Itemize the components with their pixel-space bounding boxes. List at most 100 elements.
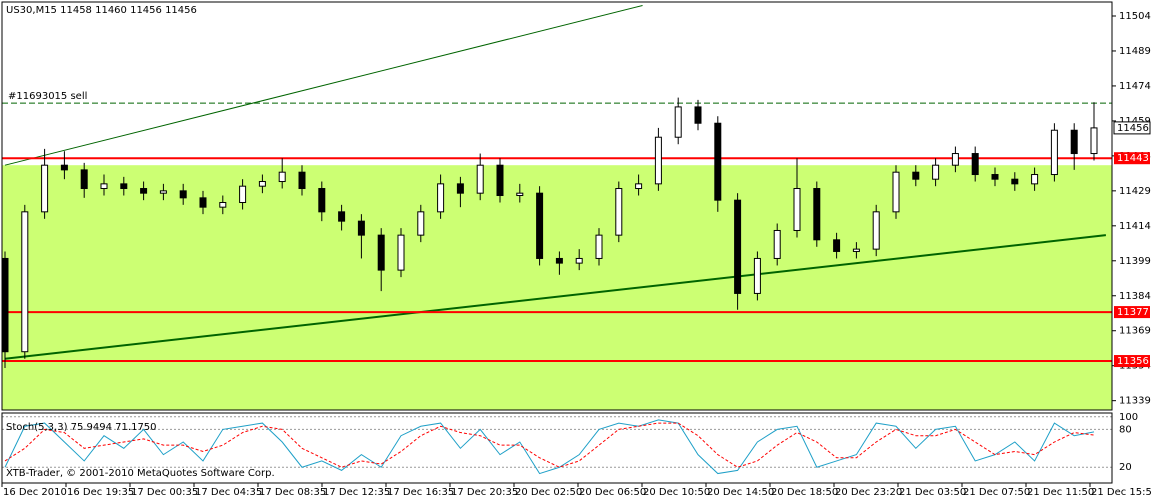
stoch-signal bbox=[4, 422, 1095, 468]
candle-body bbox=[179, 190, 187, 199]
candle-body bbox=[516, 192, 524, 197]
x-tick-label: 20 Dec 02:50 bbox=[515, 487, 582, 498]
level-label: 11377 bbox=[1117, 307, 1149, 318]
y-tick-label: 100 bbox=[1119, 412, 1138, 423]
candle-body bbox=[278, 171, 286, 183]
x-tick-label: 17 Dec 04:35 bbox=[195, 487, 262, 498]
candle-body bbox=[872, 211, 880, 250]
y-tick-label: 11429 bbox=[1119, 186, 1151, 197]
x-tick-label: 17 Dec 20:35 bbox=[451, 487, 518, 498]
candle-body bbox=[100, 183, 108, 190]
level-label: 11443 bbox=[1117, 153, 1149, 164]
x-tick-label: 16 Dec 2010 bbox=[3, 487, 67, 498]
candle-body bbox=[932, 164, 940, 180]
price-label: 11456 bbox=[1117, 123, 1149, 134]
candle-body bbox=[21, 211, 29, 353]
x-tick-label: 21 Dec 15:50 bbox=[1091, 487, 1152, 498]
candle-body bbox=[318, 188, 326, 213]
candle-body bbox=[159, 190, 167, 194]
x-tick-label: 17 Dec 08:35 bbox=[259, 487, 326, 498]
copyright: XTB-Trader, © 2001-2010 MetaQuotes Softw… bbox=[6, 468, 275, 479]
candle-body bbox=[595, 234, 603, 259]
candle-body bbox=[635, 183, 643, 190]
trend-line bbox=[4, 234, 1106, 360]
candle-body bbox=[417, 211, 425, 236]
zone bbox=[2, 165, 1112, 410]
y-tick-label: 11339 bbox=[1119, 396, 1151, 407]
candle-body bbox=[951, 153, 959, 166]
candle-body bbox=[694, 106, 702, 124]
x-tick-label: 17 Dec 12:35 bbox=[323, 487, 390, 498]
candle-body bbox=[338, 211, 346, 222]
candle-body bbox=[357, 220, 365, 236]
chart-title: US30,M15 11458 11460 11456 11456 bbox=[6, 5, 197, 16]
candle-body bbox=[615, 188, 623, 236]
candle-body bbox=[793, 188, 801, 231]
candle-body bbox=[1050, 129, 1058, 176]
order-label: #11693015 sell bbox=[8, 91, 87, 102]
candle-body bbox=[714, 122, 722, 201]
candle-body bbox=[199, 197, 207, 208]
y-tick-label: 11474 bbox=[1119, 81, 1151, 92]
candle-body bbox=[912, 171, 920, 180]
x-tick-label: 16 Dec 19:35 bbox=[67, 487, 134, 498]
candle-body bbox=[852, 248, 860, 252]
indicator-frame bbox=[1, 412, 1113, 484]
candle-body bbox=[397, 234, 405, 271]
candle-body bbox=[377, 234, 385, 271]
candle-body bbox=[813, 188, 821, 241]
candle-body bbox=[41, 164, 49, 213]
y-tick-label: 11489 bbox=[1119, 46, 1151, 57]
level-label: 11356 bbox=[1117, 356, 1149, 367]
x-tick-label: 17 Dec 00:35 bbox=[131, 487, 198, 498]
candle-body bbox=[536, 192, 544, 259]
candle-body bbox=[258, 181, 266, 187]
candle-body bbox=[219, 202, 227, 208]
price-window: 1150411489114741145911444114291141411399… bbox=[1, 5, 1152, 498]
stoch-main bbox=[4, 419, 1095, 475]
x-tick-label: 21 Dec 03:50 bbox=[899, 487, 966, 498]
candle-body bbox=[654, 136, 662, 185]
indicator-title: Stoch(5,3,3) 75.9494 71.1750 bbox=[6, 422, 157, 433]
price-frame bbox=[1, 1, 1113, 411]
level-label-box bbox=[1114, 152, 1150, 165]
price-label-box bbox=[1113, 121, 1151, 135]
y-tick-label: 11399 bbox=[1119, 256, 1151, 267]
candle-body bbox=[456, 183, 464, 194]
candle-body bbox=[1070, 129, 1078, 155]
x-tick-label: 21 Dec 07:50 bbox=[963, 487, 1030, 498]
x-tick-label: 17 Dec 16:35 bbox=[387, 487, 454, 498]
x-tick-label: 20 Dec 18:50 bbox=[771, 487, 838, 498]
y-tick-label: 11384 bbox=[1119, 291, 1151, 302]
candle-body bbox=[991, 174, 999, 180]
candle-body bbox=[239, 185, 247, 204]
candle-body bbox=[60, 164, 68, 171]
y-tick-label: 11369 bbox=[1119, 326, 1151, 337]
x-tick-label: 20 Dec 06:50 bbox=[579, 487, 646, 498]
candle-body bbox=[1011, 178, 1019, 185]
candle-body bbox=[753, 257, 761, 294]
candle-body bbox=[140, 188, 148, 194]
candle-body bbox=[833, 239, 841, 252]
trend-line bbox=[4, 5, 643, 166]
x-tick-label: 20 Dec 14:50 bbox=[707, 487, 774, 498]
candle-body bbox=[1, 257, 9, 353]
candle-body bbox=[120, 183, 128, 190]
candle-body bbox=[674, 106, 682, 138]
candle-body bbox=[298, 171, 306, 190]
y-tick-label: 80 bbox=[1119, 424, 1132, 435]
x-tick-label: 21 Dec 11:50 bbox=[1027, 487, 1094, 498]
candle-body bbox=[971, 153, 979, 176]
candle-body bbox=[575, 257, 583, 264]
candle-body bbox=[476, 164, 484, 194]
candle-body bbox=[892, 171, 900, 213]
candle-body bbox=[555, 257, 563, 264]
y-tick-label: 11504 bbox=[1119, 11, 1151, 22]
level-label-box bbox=[1114, 355, 1150, 368]
x-tick-label: 20 Dec 10:50 bbox=[643, 487, 710, 498]
candle-body bbox=[734, 199, 742, 294]
y-tick-label: 20 bbox=[1119, 462, 1132, 473]
y-tick-label: 11414 bbox=[1119, 221, 1151, 232]
